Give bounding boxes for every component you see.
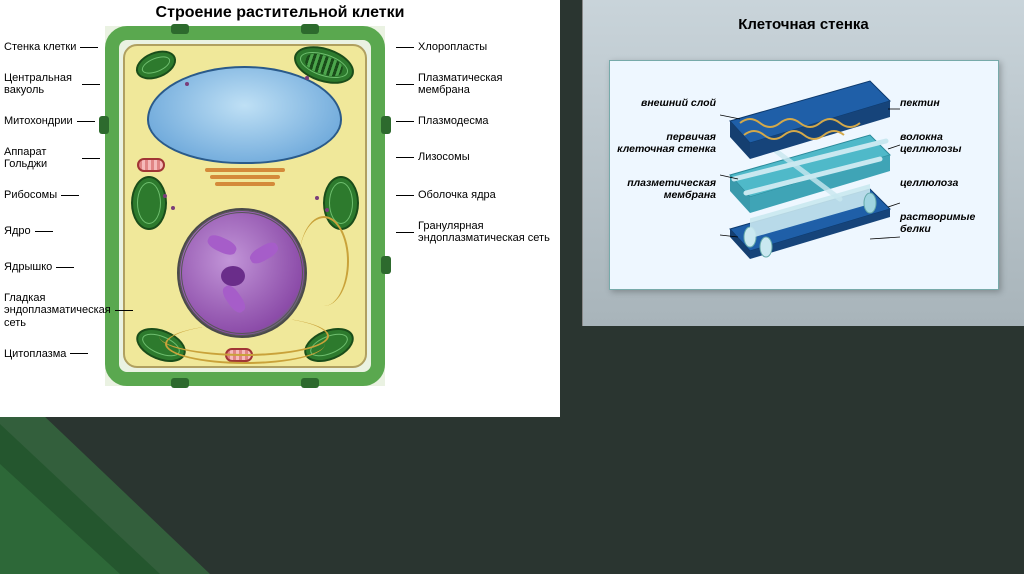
plant-cell-diagram bbox=[105, 26, 385, 386]
plasmodesma-icon bbox=[301, 24, 319, 34]
rough-er bbox=[299, 216, 349, 306]
ribosome-icon bbox=[171, 206, 175, 210]
plasmodesma-icon bbox=[171, 378, 189, 388]
label-golgi: Аппарат Гольджи bbox=[4, 146, 100, 170]
labels-right-column: Хлоропласты Плазматическая мембрана Плаз… bbox=[396, 36, 556, 258]
ribosome-icon bbox=[305, 76, 309, 80]
label-smooth-er: Гладкая эндоплазматическая сеть bbox=[4, 292, 100, 328]
central-vacuole bbox=[147, 66, 342, 164]
wall-labels-right: пектин волокна целлюлозы целлюлоза раств… bbox=[900, 97, 992, 257]
label-central-vacuole: Центральная вакуоль bbox=[4, 72, 100, 96]
label-pectin: пектин bbox=[900, 97, 992, 109]
label-mitochondria: Митохондрии bbox=[4, 110, 100, 132]
plasmodesma-icon bbox=[171, 24, 189, 34]
label-rough-er: Гранулярная эндоплазматическая сеть bbox=[396, 220, 556, 244]
wall-labels-left: внешний слой первичая клеточная стенка п… bbox=[616, 97, 716, 223]
plasmodesma-icon bbox=[381, 116, 391, 134]
label-outer-layer: внешний слой bbox=[616, 97, 716, 109]
cell-wall-panel: Клеточная стенка bbox=[582, 0, 1024, 326]
label-nucleus: Ядро bbox=[4, 220, 100, 242]
label-cellulose: целлюлоза bbox=[900, 177, 992, 189]
label-cellulose-fibers: волокна целлюлозы bbox=[900, 131, 992, 155]
cell-wall-diagram bbox=[720, 79, 900, 269]
smooth-er bbox=[165, 324, 325, 364]
plasmodesma-icon bbox=[99, 116, 109, 134]
cell-wall-title: Клеточная стенка bbox=[583, 0, 1024, 41]
lysosome-icon bbox=[325, 208, 329, 212]
label-cytoplasm: Цитоплазма bbox=[4, 343, 100, 365]
label-primary-wall: первичая клеточная стенка bbox=[616, 131, 716, 155]
lysosome-icon bbox=[315, 196, 319, 200]
label-nuclear-envelope: Оболочка ядра bbox=[396, 184, 556, 206]
ribosome-icon bbox=[163, 194, 167, 198]
label-ribosomes: Рибосомы bbox=[4, 184, 100, 206]
label-chloroplasts: Хлоропласты bbox=[396, 36, 556, 58]
plant-cell-panel: Строение растительной клетки bbox=[0, 0, 560, 417]
plasmodesma-icon bbox=[301, 378, 319, 388]
label-nucleolus: Ядрышко bbox=[4, 256, 100, 278]
plant-cell-title: Строение растительной клетки bbox=[0, 0, 560, 24]
ribosome-icon bbox=[185, 82, 189, 86]
golgi-apparatus bbox=[205, 168, 285, 192]
label-cell-wall: Стенка клетки bbox=[4, 36, 100, 58]
label-plasmodesma: Плазмодесма bbox=[396, 110, 556, 132]
label-plasma-membrane-2: плазметическая мембрана bbox=[616, 177, 716, 201]
chloroplast-icon bbox=[131, 176, 167, 230]
labels-left-column: Стенка клетки Центральная вакуоль Митохо… bbox=[4, 36, 100, 379]
cell-wall-card: внешний слой первичая клеточная стенка п… bbox=[609, 60, 999, 290]
plasmodesma-icon bbox=[381, 256, 391, 274]
nucleolus bbox=[221, 266, 245, 286]
mitochondrion-icon bbox=[137, 158, 165, 172]
label-plasma-membrane: Плазматическая мембрана bbox=[396, 72, 556, 96]
label-lysosomes: Лизосомы bbox=[396, 146, 556, 168]
label-soluble-proteins: растворимые белки bbox=[900, 211, 992, 235]
